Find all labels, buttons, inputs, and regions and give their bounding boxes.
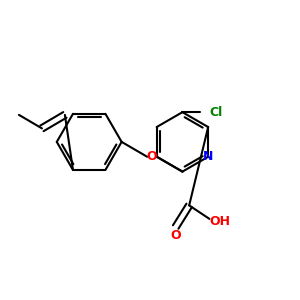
Text: Cl: Cl xyxy=(209,106,222,119)
Text: O: O xyxy=(170,229,181,242)
Text: OH: OH xyxy=(210,215,231,228)
Text: O: O xyxy=(147,150,157,163)
Text: N: N xyxy=(203,150,213,163)
